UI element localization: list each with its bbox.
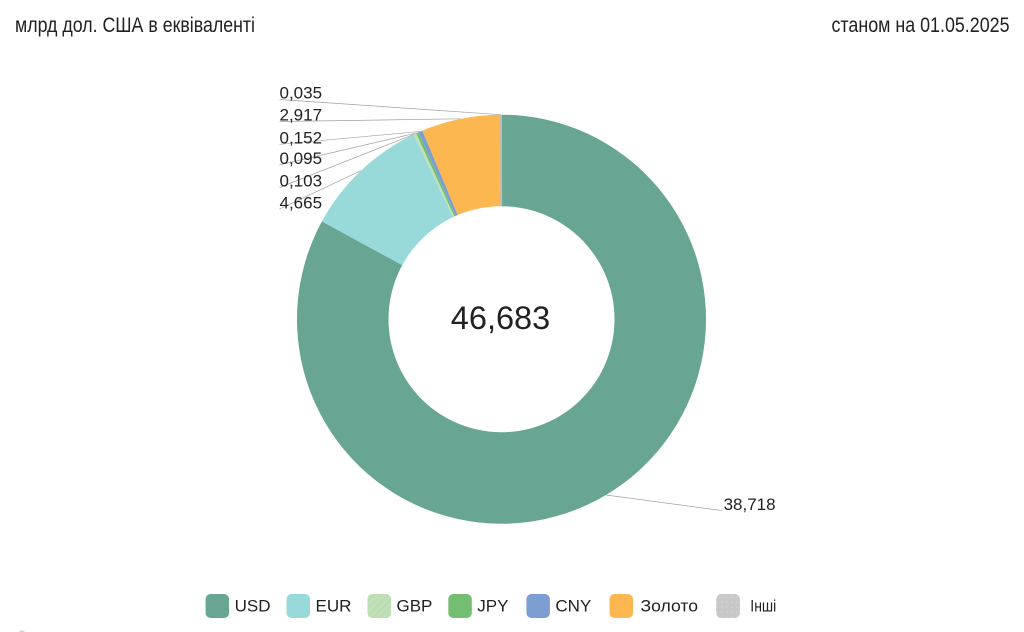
svg-text:0,035: 0,035 (280, 84, 323, 103)
svg-text:4,665: 4,665 (280, 193, 323, 212)
svg-text:млрд дол. США в еквіваленті: млрд дол. США в еквіваленті (15, 14, 255, 37)
svg-text:2,917: 2,917 (280, 106, 323, 125)
svg-text:Інші: Інші (750, 597, 776, 616)
svg-text:GBP: GBP (397, 597, 433, 616)
svg-text:Золото: Золото (641, 597, 699, 616)
svg-text:38,718: 38,718 (724, 495, 776, 514)
svg-text:станом на 01.05.2025: станом на 01.05.2025 (832, 14, 1010, 37)
svg-text:CNY: CNY (555, 597, 591, 616)
svg-text:0,095: 0,095 (280, 149, 323, 168)
svg-text:46,683: 46,683 (451, 300, 550, 336)
svg-text:JPY: JPY (477, 597, 508, 616)
svg-text:EUR: EUR (316, 597, 352, 616)
svg-text:0,152: 0,152 (280, 129, 323, 148)
svg-text:0,103: 0,103 (280, 172, 323, 191)
svg-text:USD: USD (235, 597, 271, 616)
